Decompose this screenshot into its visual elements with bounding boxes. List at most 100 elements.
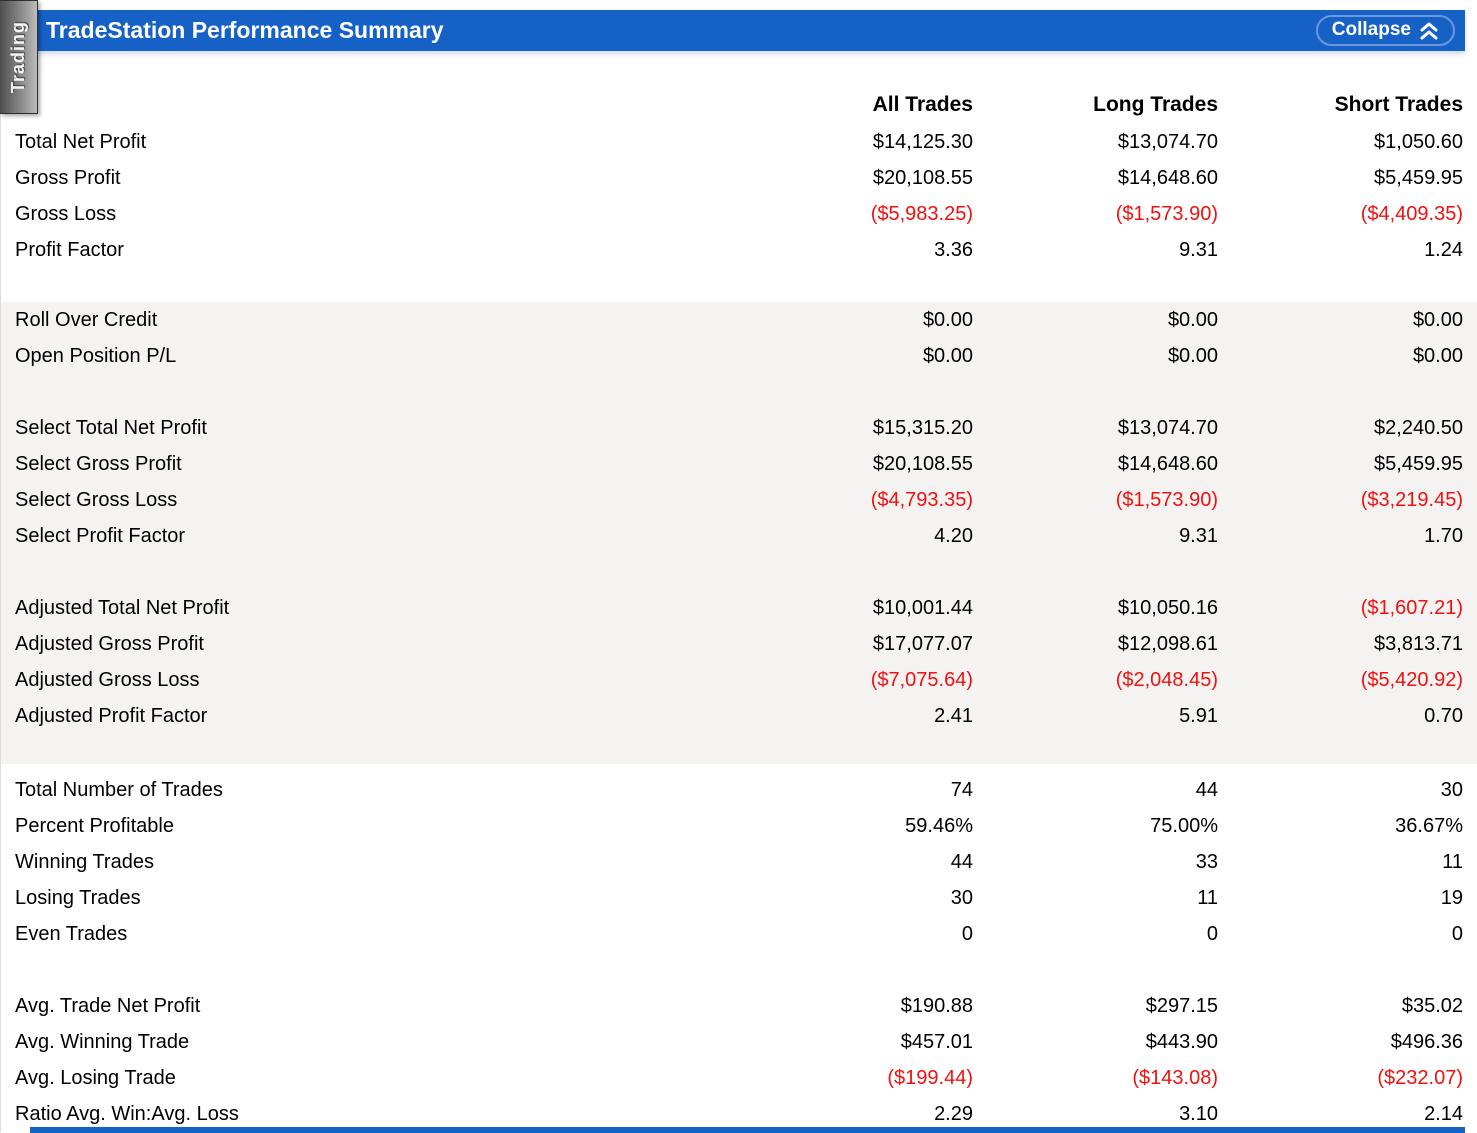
row-value: 75.00% — [1150, 815, 1218, 837]
row-value: 0 — [1451, 923, 1463, 945]
row-value: $0.00 — [922, 309, 973, 331]
row-value: 74 — [950, 779, 973, 801]
table-row: Open Position P/L $0.00 $0.00 $0.00 — [1, 338, 1477, 374]
table-row: Select Profit Factor 4.20 9.31 1.70 — [1, 518, 1477, 554]
table-row: Total Net Profit $14,125.30 $13,074.70 $1,0… — [1, 124, 1477, 160]
row-value: 44 — [950, 851, 973, 873]
row-value: $12,098.61 — [1117, 633, 1218, 655]
row-value: 9.31 — [1179, 525, 1218, 547]
row-value: $14,648.60 — [1117, 453, 1218, 475]
row-value: 11 — [1197, 887, 1218, 909]
row-value: ($2,048.45) — [1115, 669, 1218, 691]
table-row: Adjusted Gross Loss ($7,075.64) ($2,048.45… — [1, 662, 1477, 698]
row-label: Ratio Avg. Win:Avg. Loss — [15, 1103, 239, 1125]
row-value: $0.00 — [1167, 309, 1218, 331]
section-spacer — [1, 374, 1477, 410]
table-row: Even Trades 0 0 0 — [1, 916, 1477, 952]
row-value: 2.14 — [1424, 1103, 1463, 1125]
row-value: 30 — [1440, 779, 1463, 801]
section-spacer — [1, 268, 1477, 302]
row-value: $0.00 — [1167, 345, 1218, 367]
row-label: Select Gross Profit — [15, 453, 182, 475]
row-value: 0 — [961, 923, 973, 945]
table-row: Percent Profitable 59.46% 75.00% 36.67% — [1, 808, 1477, 844]
collapse-button[interactable]: Collapse — [1315, 15, 1455, 46]
row-value: 11 — [1442, 851, 1463, 873]
next-section-header-strip — [30, 1127, 1465, 1133]
row-value: $457.01 — [900, 1031, 973, 1053]
row-label: Gross Loss — [15, 203, 117, 225]
table-row: Adjusted Profit Factor 2.41 5.91 0.70 — [1, 698, 1477, 734]
row-label: Avg. Trade Net Profit — [15, 995, 201, 1017]
row-label: Select Profit Factor — [15, 525, 186, 547]
row-value: $0.00 — [1412, 309, 1463, 331]
row-value: ($1,573.90) — [1115, 489, 1218, 511]
row-value: ($199.44) — [887, 1067, 973, 1089]
row-label: Adjusted Total Net Profit — [15, 597, 230, 619]
row-value: $13,074.70 — [1117, 131, 1218, 153]
gray-band: Roll Over Credit $0.00 $0.00 $0.00 Open Posi… — [1, 302, 1477, 764]
column-header-long-trades: Long Trades — [1093, 93, 1218, 116]
column-header-row: All Trades Long Trades Short Trades — [1, 86, 1477, 124]
row-value: 4.20 — [934, 525, 973, 547]
row-value: $10,050.16 — [1117, 597, 1218, 619]
table-row: Avg. Trade Net Profit $190.88 $297.15 $35.0… — [1, 988, 1477, 1024]
row-label: Adjusted Profit Factor — [15, 705, 208, 727]
row-value: ($1,573.90) — [1115, 203, 1218, 225]
table-row: Avg. Losing Trade ($199.44) ($143.08) ($232… — [1, 1060, 1477, 1096]
row-value: $297.15 — [1145, 995, 1218, 1017]
row-label: Adjusted Gross Loss — [15, 669, 200, 691]
row-value: 2.41 — [934, 705, 973, 727]
table-body: Total Net Profit $14,125.30 $13,074.70 $1,0… — [1, 124, 1477, 1132]
table-row: Adjusted Total Net Profit $10,001.44 $10,0… — [1, 590, 1477, 626]
row-value: $14,125.30 — [872, 131, 973, 153]
row-value: 2.29 — [934, 1103, 973, 1125]
chevron-double-up-icon — [1419, 21, 1439, 40]
row-label: Total Net Profit — [15, 131, 147, 153]
row-value: ($3,219.45) — [1360, 489, 1463, 511]
row-label: Avg. Losing Trade — [15, 1067, 176, 1089]
row-value: $5,459.95 — [1374, 167, 1463, 189]
row-label: Losing Trades — [15, 887, 141, 909]
table-row: Winning Trades 44 33 11 — [1, 844, 1477, 880]
trading-tab[interactable]: Trading — [0, 0, 38, 114]
row-value: 1.24 — [1424, 239, 1463, 261]
table-row: Gross Profit $20,108.55 $14,648.60 $5,459.9… — [1, 160, 1477, 196]
row-value: 59.46% — [905, 815, 973, 837]
row-label: Select Total Net Profit — [15, 417, 207, 439]
row-value: ($143.08) — [1132, 1067, 1218, 1089]
table-row: Ratio Avg. Win:Avg. Loss 2.29 3.10 2.14 — [1, 1096, 1477, 1132]
table-row: Profit Factor 3.36 9.31 1.24 — [1, 232, 1477, 268]
row-value: 0.70 — [1424, 705, 1463, 727]
table-row: Total Number of Trades 74 44 30 — [1, 772, 1477, 808]
row-value: $1,050.60 — [1374, 131, 1463, 153]
row-value: 3.10 — [1179, 1103, 1218, 1125]
row-value: $5,459.95 — [1374, 453, 1463, 475]
table-row: Roll Over Credit $0.00 $0.00 $0.00 — [1, 302, 1477, 338]
table-row: Avg. Winning Trade $457.01 $443.90 $496.36 — [1, 1024, 1477, 1060]
row-value: 44 — [1195, 779, 1218, 801]
row-value: $0.00 — [1412, 345, 1463, 367]
row-label: Percent Profitable — [15, 815, 174, 837]
row-value: ($5,983.25) — [870, 203, 973, 225]
row-value: $17,077.07 — [872, 633, 973, 655]
row-label: Total Number of Trades — [15, 779, 223, 801]
row-label: Winning Trades — [15, 851, 154, 873]
row-value: 9.31 — [1179, 239, 1218, 261]
column-header-short-trades: Short Trades — [1334, 93, 1463, 116]
page-title: TradeStation Performance Summary — [46, 17, 444, 43]
row-value: 1.70 — [1424, 525, 1463, 547]
section-spacer — [1, 952, 1477, 988]
row-value: $0.00 — [922, 345, 973, 367]
row-value: $13,074.70 — [1117, 417, 1218, 439]
row-value: $20,108.55 — [872, 167, 973, 189]
row-value: $20,108.55 — [872, 453, 973, 475]
performance-summary-header: TradeStation Performance Summary Collaps… — [30, 10, 1465, 51]
row-value: 36.67% — [1395, 815, 1463, 837]
row-value: $443.90 — [1145, 1031, 1218, 1053]
column-header-spacer — [15, 86, 728, 124]
row-value: ($7,075.64) — [870, 669, 973, 691]
row-label: Open Position P/L — [15, 345, 177, 367]
table-row: Gross Loss ($5,983.25) ($1,573.90) ($4,409.… — [1, 196, 1477, 232]
performance-summary-table: All Trades Long Trades Short Trades Tota… — [0, 86, 1477, 1132]
